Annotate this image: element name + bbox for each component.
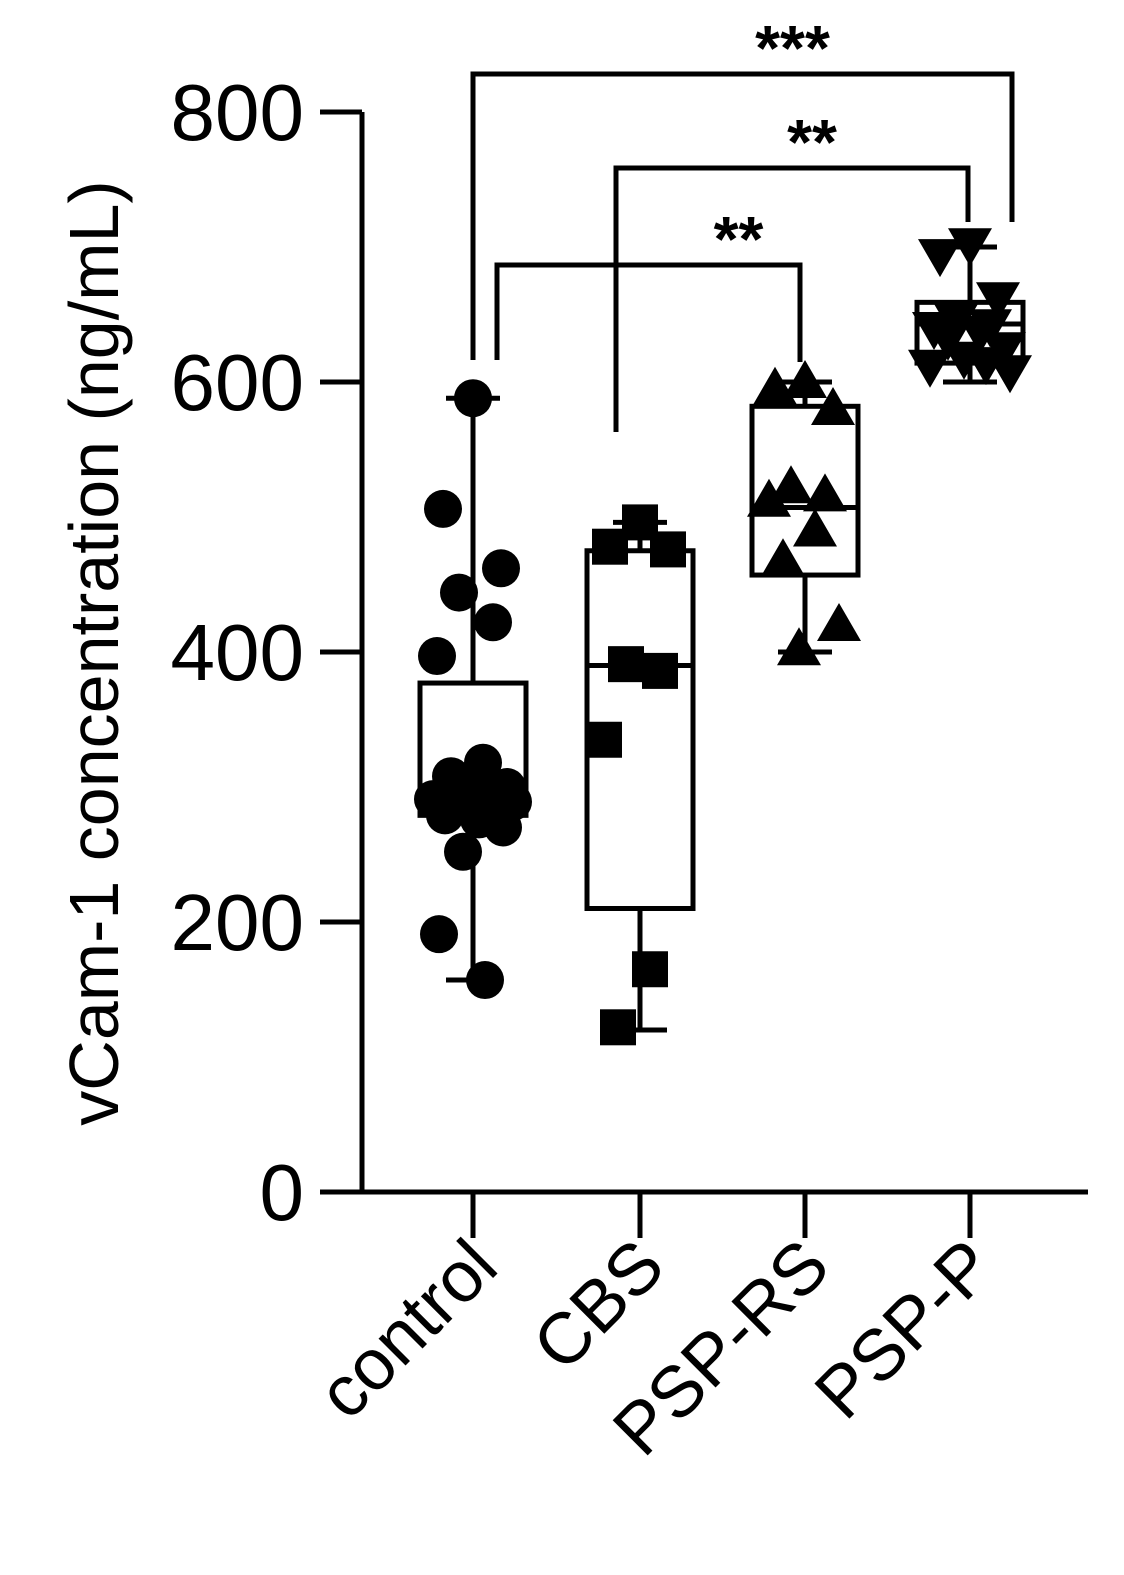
data-point-psp-p [918,239,962,278]
points-cbs [586,504,686,1046]
data-point-control [454,379,492,418]
points-psp-p [908,228,1032,394]
y-tick-label: 600 [171,338,304,427]
data-point-psp-rs [793,508,837,547]
y-tick-label: 800 [171,68,304,157]
data-point-psp-rs [747,478,791,517]
data-point-psp-p [988,355,1032,394]
points-control [414,379,532,1000]
data-point-control [424,489,462,528]
data-point-cbs [592,528,628,565]
data-points [414,228,1032,1046]
data-point-control [482,549,520,588]
data-point-psp-p [948,228,992,267]
significance-label: ** [714,203,764,275]
data-point-control [444,832,482,871]
data-point-control [420,915,458,954]
data-point-psp-rs [817,603,861,641]
data-point-cbs [632,951,668,988]
data-point-psp-rs [783,360,827,398]
data-point-control [426,796,464,835]
x-tick-label-control: control [303,1225,512,1434]
data-point-psp-rs [803,473,847,512]
y-axis-label: vCam-1 concentration (ng/mL) [55,180,133,1125]
points-psp-rs [747,360,861,666]
y-tick-label: 400 [171,608,304,697]
significance-label: *** [755,12,830,84]
y-tick-label: 0 [260,1148,305,1237]
data-point-cbs [650,531,686,568]
data-point-cbs [586,721,622,758]
data-point-control [418,637,456,676]
data-point-control [474,603,512,642]
y-axis: 0 200 400 600 800 [171,68,365,1237]
y-tick-label: 200 [171,878,304,967]
significance-bracket: *** [470,12,1015,360]
data-point-cbs [642,652,678,689]
significance-label: ** [787,106,837,178]
data-point-psp-p [958,316,1002,355]
data-point-cbs [600,1009,636,1046]
data-point-psp-rs [769,465,813,504]
data-point-psp-rs [811,387,855,425]
data-point-psp-p [908,349,952,388]
significance-brackets: ******* [470,12,1015,432]
significance-bracket: ** [613,106,971,432]
data-point-psp-rs [777,627,821,666]
data-point-psp-p [976,282,1020,321]
x-tick-label-psp-p: PSP-P [800,1225,1009,1434]
bracket-line [494,262,803,362]
bracket-line [470,71,1015,360]
box-iqr [749,403,861,578]
significance-bracket: ** [494,203,803,362]
data-point-control [464,743,502,782]
data-point-psp-rs [761,538,805,577]
data-point-control [484,808,522,847]
data-point-control [440,573,478,612]
box-control [417,395,529,983]
bracket-line [613,165,971,432]
data-point-control [466,961,504,1000]
data-point-psp-rs [753,366,797,405]
data-point-cbs [608,646,644,683]
